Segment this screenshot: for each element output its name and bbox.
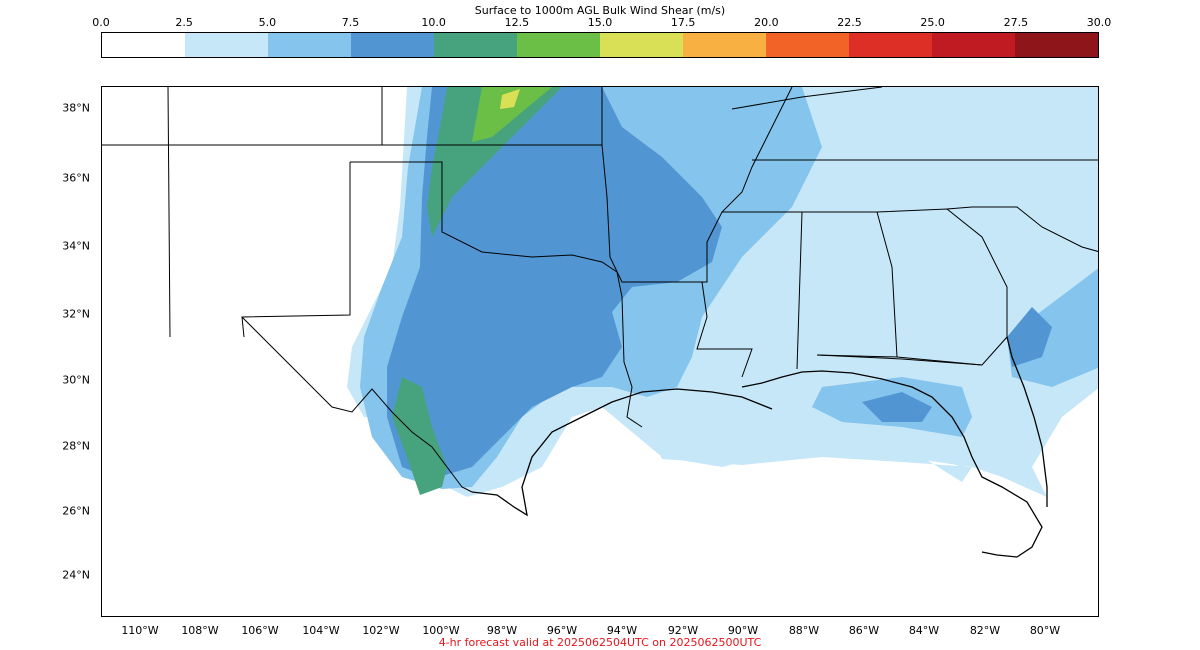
latitude-label: 34°N [62, 239, 90, 253]
longitude-label: 110°W [121, 624, 159, 637]
longitude-label: 90°W [727, 624, 759, 637]
shear-region-high-2 [862, 392, 932, 422]
boundary-new-mexico-east [167, 87, 171, 338]
latitude-label: 28°N [62, 439, 90, 453]
longitude-label: 82°W [969, 624, 1001, 637]
shear-fill-layer [102, 87, 1098, 616]
longitude-label: 86°W [848, 624, 880, 637]
colorbar-tick-label: 20.0 [754, 16, 779, 29]
boundary-texas-panhandle [350, 161, 643, 428]
colorbar-tick-labels: 0.0 2.5 5.0 7.5 10.0 12.5 15.0 17.5 20.0 22.5 25.0… [92, 16, 1111, 32]
longitude-label: 94°W [606, 624, 638, 637]
longitude-label: 80°W [1029, 624, 1061, 637]
colorbar-segment [268, 33, 351, 57]
coast-texas [471, 388, 773, 517]
colorbar-segment [185, 33, 268, 57]
state-boundaries [102, 87, 1098, 493]
colorbar-segment [517, 33, 600, 57]
colorbar-tick-label: 27.5 [1003, 16, 1029, 29]
longitude-label: 92°W [667, 624, 699, 637]
map-canvas [102, 87, 1098, 616]
coastline [471, 336, 1048, 558]
colorbar-tick-label: 15.0 [587, 16, 613, 29]
longitude-label: 100°W [422, 624, 460, 637]
colorbar-tick-label: 7.5 [341, 16, 360, 29]
colorbar-tick-label: 30.0 [1086, 16, 1112, 29]
boundary-carolinas [946, 206, 1098, 252]
shear-region-teal-2 [392, 377, 447, 495]
shear-region-light-2 [642, 387, 972, 482]
longitude-label: 106°W [241, 624, 279, 637]
colorbar-segment [932, 33, 1015, 57]
colorbar-tick-label: 17.5 [670, 16, 696, 29]
boundary-kentucky [731, 87, 883, 110]
colorbar-title: Surface to 1000m AGL Bulk Wind Shear (m/… [474, 4, 726, 17]
colorbar-tick-label: 10.0 [421, 16, 446, 29]
longitude-label: 104°W [302, 624, 340, 637]
boundary-alabama [802, 211, 898, 358]
latitude-label: 36°N [62, 171, 90, 185]
forecast-valid-text: 4-hr forecast valid at 2025062504UTC on … [438, 636, 762, 649]
colorbar-segment [683, 33, 766, 57]
colorbar-segment [102, 33, 185, 57]
boundary-colorado-south [102, 87, 383, 146]
colorbar-tick-label: 25.0 [920, 16, 945, 29]
shear-region-high-3 [1007, 307, 1052, 367]
longitude-label: 84°W [908, 624, 940, 637]
boundary-nm-tx [241, 162, 351, 338]
boundary-florida-panhandle [816, 354, 983, 366]
coast-florida-east [1006, 336, 1048, 507]
longitude-label: 88°W [788, 624, 820, 637]
colorbar-tick-label: 0.0 [92, 16, 110, 29]
shear-region-yellow [500, 89, 520, 109]
colorbar-segment [434, 33, 517, 57]
latitude-label: 26°N [62, 504, 90, 518]
latitude-label: 32°N [62, 307, 90, 321]
shear-region-green [472, 87, 552, 142]
latitude-label: 24°N [62, 568, 90, 582]
colorbar-segment [351, 33, 434, 57]
latitude-label: 30°N [62, 373, 90, 387]
colorbar-segment [766, 33, 849, 57]
map-panel [101, 86, 1099, 617]
latitude-label: 38°N [62, 101, 90, 115]
longitude-label: 108°W [181, 624, 219, 637]
longitude-label: 96°W [546, 624, 578, 637]
colorbar-segment [849, 33, 932, 57]
boundary-texas-rio-grande [241, 316, 473, 493]
longitude-label: 98°W [486, 624, 518, 637]
colorbar-tick-label: 5.0 [258, 16, 277, 29]
colorbar-tick-label: 2.5 [175, 16, 193, 29]
boundary-louisiana [622, 281, 753, 378]
shear-region-high [387, 87, 722, 479]
coast-louisiana-gulf [741, 370, 1043, 558]
colorbar [101, 32, 1099, 58]
colorbar-segment [600, 33, 683, 57]
boundary-arkansas [601, 87, 793, 283]
colorbar-tick-label: 22.5 [837, 16, 862, 29]
shear-region-teal [427, 87, 562, 237]
longitude-label: 102°W [362, 624, 400, 637]
colorbar-tick-label: 12.5 [504, 16, 530, 29]
gulf-blank [102, 479, 1098, 616]
colorbar-segment [1015, 33, 1098, 57]
